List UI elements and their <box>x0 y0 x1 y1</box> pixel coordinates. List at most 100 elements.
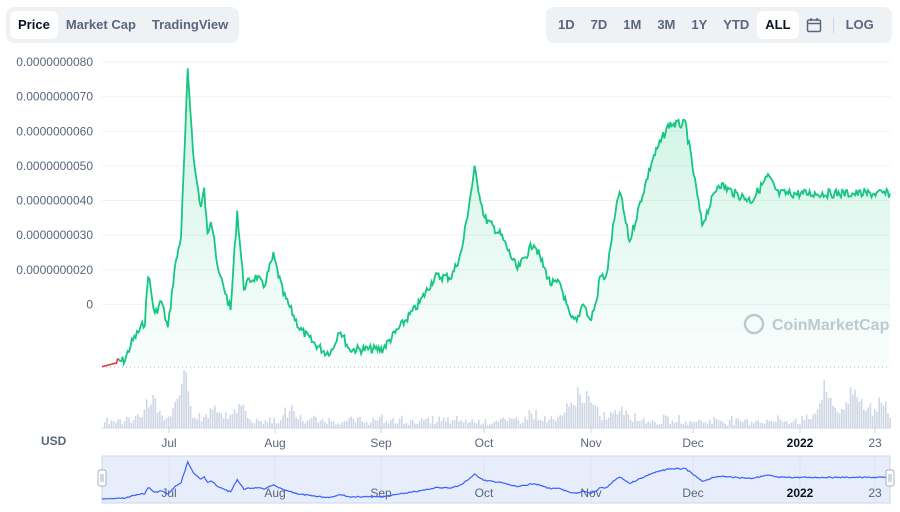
log-toggle[interactable]: LOG <box>845 17 874 32</box>
volume-bar <box>528 410 531 428</box>
volume-bar <box>387 423 390 428</box>
volume-bar <box>863 409 865 428</box>
volume-bar <box>214 405 216 428</box>
volume-bar <box>865 410 867 428</box>
volume-bar <box>317 422 319 428</box>
volume-bar <box>429 423 432 428</box>
volume-bar <box>654 421 656 428</box>
volume-bar <box>555 420 557 428</box>
volume-bar <box>273 417 275 428</box>
volume-bar <box>731 416 733 428</box>
volume-bar <box>768 421 770 428</box>
volume-bar <box>601 420 603 428</box>
y-tick-label: 0.0000000070 <box>16 90 93 104</box>
currency-label: USD <box>41 434 67 448</box>
volume-bar <box>104 422 106 428</box>
volume-bar <box>869 403 872 428</box>
volume-bar <box>825 391 828 428</box>
volume-bar <box>843 409 845 428</box>
volume-bar <box>687 424 689 428</box>
volume-bar <box>348 418 350 428</box>
volume-bar <box>524 417 526 428</box>
volume-bar <box>689 421 691 428</box>
volume-bar <box>673 423 676 428</box>
volume-bar <box>684 421 687 428</box>
x-tick-label: 2022 <box>787 436 814 450</box>
volume-bar <box>165 418 168 428</box>
volume-bar <box>678 414 680 428</box>
volume-bar <box>425 419 427 428</box>
volume-bar <box>282 415 284 428</box>
volume-bar <box>847 403 850 428</box>
volume-bar <box>110 420 113 428</box>
volume-bar <box>396 423 399 428</box>
volume-bar <box>471 419 473 428</box>
volume-bar <box>126 416 128 428</box>
volume-bar <box>420 418 423 428</box>
y-tick-label: 0.0000000060 <box>16 124 93 138</box>
volume-bar <box>728 420 731 428</box>
range-1y[interactable]: 1Y <box>691 17 708 32</box>
navigator-handle-left[interactable] <box>97 469 107 487</box>
volume-bar <box>816 409 819 428</box>
volume-bar <box>370 422 372 428</box>
volume-bar <box>205 414 207 428</box>
volume-bar <box>231 414 234 428</box>
volume-bar <box>735 418 737 428</box>
tab-market-cap[interactable]: Market Cap <box>65 17 136 32</box>
volume-bar <box>308 419 311 428</box>
range-all[interactable]: ALL <box>757 11 799 39</box>
volume-bar <box>805 414 808 428</box>
range-1m[interactable]: 1M <box>623 17 642 32</box>
volume-bar <box>500 418 502 428</box>
volume-bar <box>882 405 885 428</box>
volume-bar <box>233 409 236 428</box>
volume-bar <box>150 404 152 428</box>
volume-bar <box>297 419 300 428</box>
volume-bar <box>682 424 685 428</box>
volume-bar <box>117 419 119 428</box>
volume-bar <box>478 419 480 428</box>
volume-bar <box>808 419 810 428</box>
volume-bar <box>570 402 572 428</box>
volume-bar <box>788 424 790 428</box>
volume-bar <box>618 410 621 428</box>
range-ytd[interactable]: YTD <box>723 17 750 32</box>
volume-bar <box>605 419 608 428</box>
volume-bar <box>374 420 377 428</box>
volume-bar <box>207 418 209 428</box>
range-1d[interactable]: 1D <box>558 17 575 32</box>
range-7d[interactable]: 7D <box>590 17 608 32</box>
range-3m[interactable]: 3M <box>657 17 676 32</box>
volume-bar <box>658 424 660 428</box>
tab-price[interactable]: Price <box>10 11 58 39</box>
volume-bar <box>203 417 205 428</box>
volume-bar <box>189 405 192 428</box>
navigator-handle-right[interactable] <box>885 469 895 487</box>
volume-bar <box>574 406 577 428</box>
volume-bar <box>878 397 880 428</box>
calendar-icon[interactable] <box>799 11 829 39</box>
y-tick-label: 0.0000000080 <box>16 55 93 69</box>
volume-bar <box>856 397 858 428</box>
volume-bar <box>200 421 203 428</box>
navigator-tick-label: 2022 <box>787 486 814 500</box>
volume-bar <box>764 423 766 428</box>
volume-bar <box>753 423 755 428</box>
volume-bar <box>621 406 623 428</box>
volume-bar <box>449 423 451 428</box>
volume-bar <box>772 422 775 428</box>
volume-bar <box>704 421 707 428</box>
volume-bar <box>313 415 315 428</box>
volume-bar <box>216 412 218 428</box>
navigator-window[interactable] <box>101 455 891 504</box>
volume-bar <box>145 399 148 428</box>
price-area <box>118 68 891 368</box>
volume-bar <box>240 405 242 428</box>
volume-bar <box>236 412 238 428</box>
volume-bar <box>717 419 720 428</box>
tab-tradingview[interactable]: TradingView <box>151 17 229 32</box>
volume-bar <box>858 401 861 428</box>
volume-bar <box>359 416 361 428</box>
